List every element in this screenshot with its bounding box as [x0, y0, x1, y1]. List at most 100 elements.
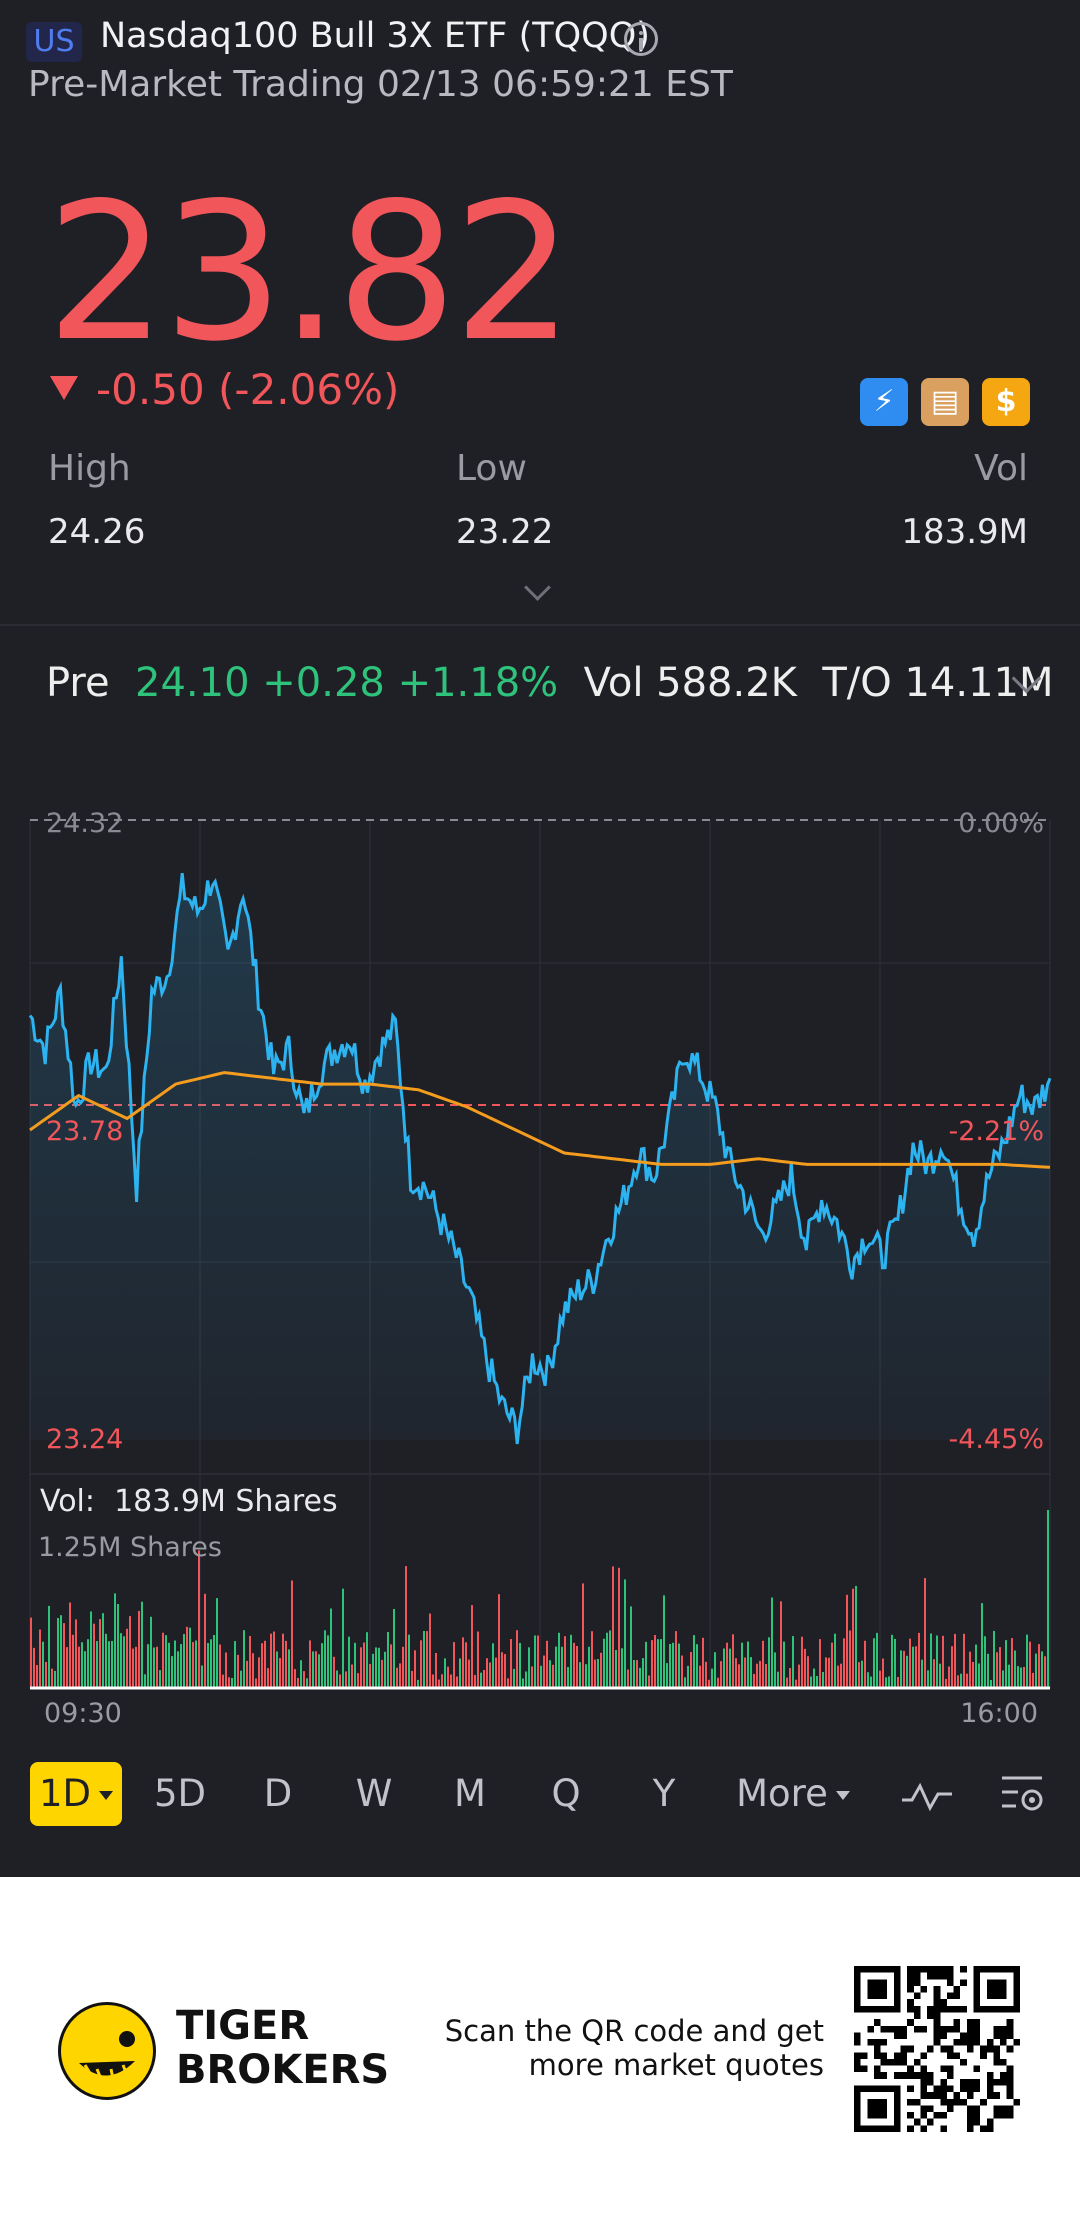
volume-bar	[231, 1678, 233, 1688]
tab-y[interactable]: Y	[652, 1772, 676, 1815]
volume-bar	[909, 1638, 911, 1688]
pre-percent: +1.18%	[397, 660, 559, 706]
volume-bar	[690, 1652, 692, 1688]
pre-to-value: 14.11M	[904, 660, 1054, 706]
volume-bar	[273, 1631, 275, 1688]
intraday-chart[interactable]	[0, 790, 1080, 1720]
volume-bar	[669, 1644, 671, 1688]
volume-bar	[657, 1639, 659, 1688]
volume-bar	[258, 1657, 260, 1688]
volume-bar	[492, 1643, 494, 1688]
trading-status: Pre-Market Trading 02/13 06:59:21 EST	[28, 64, 733, 105]
volume-bar	[1005, 1640, 1007, 1688]
tab-q[interactable]: Q	[551, 1772, 581, 1815]
indicator-icon[interactable]	[900, 1774, 954, 1814]
volume-bar	[276, 1651, 278, 1688]
expand-stats-icon[interactable]	[524, 574, 551, 601]
volume-bar	[603, 1638, 605, 1688]
dollar-icon[interactable]: $	[982, 378, 1030, 426]
tab-m[interactable]: M	[454, 1772, 486, 1815]
volume-bar	[135, 1646, 137, 1688]
volume-bar	[960, 1673, 962, 1688]
volume-bar	[204, 1593, 206, 1688]
time-end: 16:00	[960, 1698, 1038, 1729]
volume-bar	[30, 1617, 32, 1688]
stock-title: Nasdaq100 Bull 3X ETF (TQQQ)	[100, 16, 650, 56]
volume-bar	[471, 1605, 473, 1688]
volume-bar	[717, 1677, 719, 1688]
volume-bar	[348, 1636, 350, 1688]
lightning-1-icon[interactable]: ⚡	[860, 378, 908, 426]
volume-bar	[828, 1657, 830, 1688]
volume-bar	[279, 1658, 281, 1688]
price-change: -0.50 (-2.06%)	[50, 365, 399, 414]
volume-bar	[681, 1655, 683, 1688]
graduation-a-icon[interactable]: ▤	[921, 378, 969, 426]
volume-bar	[477, 1631, 479, 1688]
vol-value: 183.9M	[901, 512, 1028, 552]
info-icon[interactable]	[624, 22, 658, 56]
volume-bar	[774, 1652, 776, 1688]
volume-bar	[63, 1623, 65, 1688]
volume-bar	[351, 1664, 353, 1688]
chart-settings-icon[interactable]	[998, 1770, 1048, 1820]
tab-5d[interactable]: 5D	[153, 1772, 207, 1815]
volume-bar	[606, 1632, 608, 1688]
volume-bar	[831, 1642, 833, 1688]
volume-bar	[870, 1676, 872, 1688]
volume-bar	[102, 1613, 104, 1688]
high-label: High	[48, 448, 131, 489]
volume-bar	[702, 1637, 704, 1688]
volume-bar	[519, 1642, 521, 1688]
divider	[0, 624, 1080, 626]
volume-bar	[546, 1640, 548, 1688]
axis-mid-pct: -2.21%	[948, 1116, 1044, 1147]
volume-bar	[1011, 1638, 1013, 1688]
volume-bar	[417, 1679, 419, 1688]
volume-bar	[867, 1672, 869, 1688]
volume-bar	[612, 1566, 614, 1688]
volume-bar	[651, 1640, 653, 1688]
volume-bar	[453, 1642, 455, 1688]
volume-bar	[753, 1673, 755, 1688]
volume-bar	[846, 1594, 848, 1688]
volume-bar	[1020, 1667, 1022, 1688]
volume-bar	[963, 1633, 965, 1688]
volume-bar	[549, 1660, 551, 1688]
volume-bar	[834, 1633, 836, 1688]
volume-bar	[693, 1635, 695, 1688]
volume-bar	[873, 1638, 875, 1688]
volume-bar	[51, 1668, 53, 1688]
volume-bar	[786, 1677, 788, 1688]
volume-bar	[198, 1550, 200, 1688]
axis-bottom-pct: -4.45%	[948, 1424, 1044, 1455]
volume-bar	[1002, 1670, 1004, 1688]
volume-bar	[744, 1657, 746, 1688]
volume-bar	[105, 1633, 107, 1688]
volume-bar	[78, 1646, 80, 1688]
volume-bar	[795, 1679, 797, 1688]
volume-bar	[513, 1668, 515, 1688]
volume-bar	[720, 1661, 722, 1688]
volume-bar	[723, 1648, 725, 1688]
tab-1d[interactable]: 1D	[30, 1762, 122, 1826]
tab-w[interactable]: W	[355, 1772, 393, 1815]
volume-bar	[375, 1647, 377, 1688]
volume-bar	[591, 1631, 593, 1688]
volume-bar	[81, 1642, 83, 1688]
volume-bar	[861, 1660, 863, 1688]
volume-bar	[291, 1580, 293, 1688]
volume-bar	[822, 1672, 824, 1688]
low-label: Low	[456, 448, 527, 489]
volume-bar	[801, 1636, 803, 1688]
volume-bar	[855, 1585, 857, 1688]
volume-bar	[165, 1635, 167, 1688]
tab-d[interactable]: D	[263, 1772, 293, 1815]
volume-bar	[210, 1639, 212, 1688]
volume-bar	[585, 1664, 587, 1688]
volume-bar	[747, 1641, 749, 1688]
tab-more[interactable]: More	[732, 1762, 854, 1826]
volume-bar	[201, 1665, 203, 1688]
volume-bar	[609, 1630, 611, 1688]
market-badge: US	[26, 22, 82, 62]
